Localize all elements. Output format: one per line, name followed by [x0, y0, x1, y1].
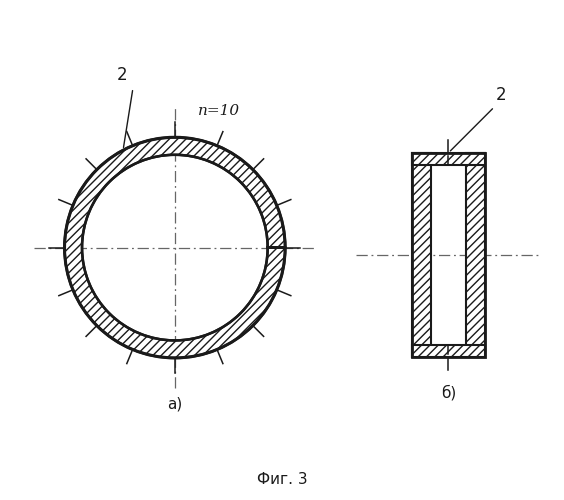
Text: Фиг. 3: Фиг. 3: [257, 472, 307, 488]
Polygon shape: [412, 153, 484, 164]
Polygon shape: [466, 153, 484, 357]
Text: 2: 2: [496, 86, 506, 103]
Text: а): а): [167, 396, 183, 411]
Polygon shape: [412, 153, 431, 357]
Text: n=10: n=10: [197, 104, 240, 118]
Text: 2: 2: [116, 66, 127, 84]
Polygon shape: [64, 138, 285, 358]
Polygon shape: [412, 345, 484, 357]
Text: б): б): [440, 385, 456, 401]
